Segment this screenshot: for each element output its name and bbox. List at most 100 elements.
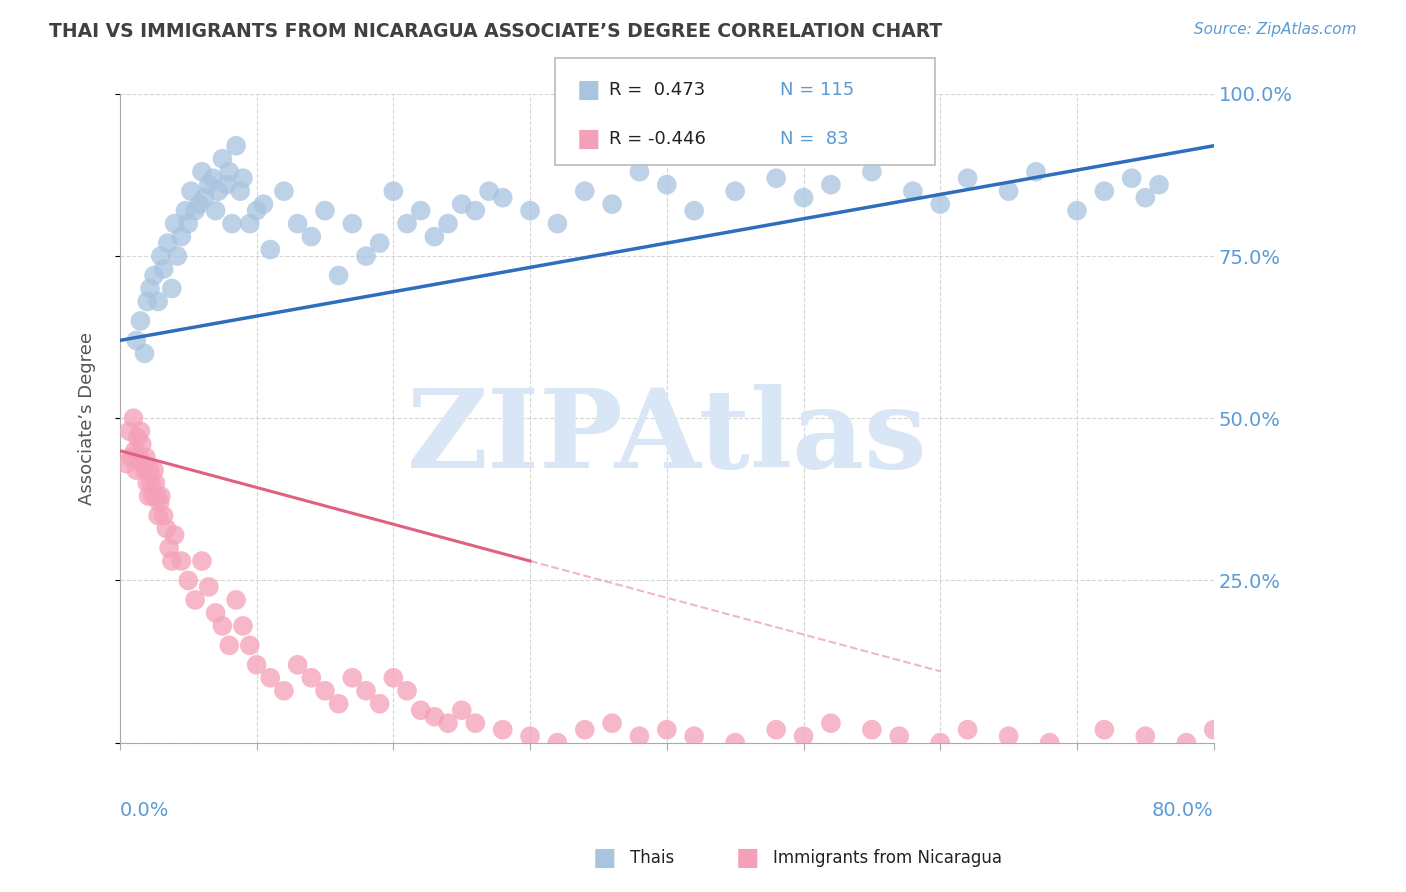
Point (246, 657, 269, 672)
Point (163, 217, 186, 231)
Point (197, 580, 219, 594)
Point (136, 476, 159, 491)
Point (232, 171, 254, 186)
Point (229, 184, 252, 198)
Point (423, 709, 446, 723)
Text: ZIPAtlas: ZIPAtlas (406, 384, 927, 491)
Point (160, 281, 183, 295)
Point (1175, 736, 1198, 750)
Point (194, 191, 217, 205)
Point (574, 723, 596, 737)
Point (166, 249, 188, 263)
Point (793, 191, 815, 205)
Point (149, 249, 172, 263)
Y-axis label: Associate’s Degree: Associate’s Degree (79, 332, 96, 505)
Point (354, 683, 377, 698)
Text: ■: ■ (593, 847, 616, 870)
Text: 80.0%: 80.0% (1152, 801, 1213, 820)
Point (287, 657, 309, 672)
Point (156, 236, 179, 251)
Point (152, 262, 174, 277)
Point (628, 729, 651, 743)
Point (929, 197, 952, 211)
Point (1092, 723, 1115, 737)
Point (273, 184, 295, 198)
Point (135, 450, 157, 465)
Text: ■: ■ (576, 127, 600, 151)
Text: Thais: Thais (630, 849, 673, 867)
Point (299, 671, 322, 685)
Point (259, 671, 281, 685)
Point (215, 178, 238, 192)
Point (600, 197, 623, 211)
Point (134, 463, 156, 477)
Point (180, 184, 202, 198)
Point (118, 424, 141, 438)
Point (184, 203, 207, 218)
Point (141, 476, 163, 491)
Point (239, 638, 262, 652)
Point (124, 443, 146, 458)
Point (450, 197, 472, 211)
Point (519, 203, 541, 218)
Point (765, 723, 787, 737)
Point (997, 729, 1019, 743)
Point (314, 683, 336, 698)
Point (997, 184, 1019, 198)
Point (820, 716, 842, 731)
Point (287, 217, 309, 231)
Point (191, 165, 214, 179)
Point (464, 716, 486, 731)
Point (328, 697, 350, 711)
Point (382, 671, 405, 685)
Point (478, 184, 501, 198)
Point (860, 165, 883, 179)
Point (724, 184, 747, 198)
Point (889, 729, 911, 743)
Point (149, 489, 172, 503)
Point (174, 203, 197, 218)
Point (314, 203, 336, 218)
Point (218, 165, 240, 179)
Point (655, 178, 678, 192)
Point (437, 217, 460, 231)
Text: Source: ZipAtlas.com: Source: ZipAtlas.com (1194, 22, 1357, 37)
Point (197, 178, 219, 192)
Point (546, 217, 568, 231)
Point (450, 703, 472, 717)
Text: N =  83: N = 83 (780, 130, 849, 148)
Point (342, 217, 364, 231)
Point (519, 729, 541, 743)
Point (901, 184, 924, 198)
Point (139, 281, 162, 295)
Point (628, 165, 651, 179)
Point (860, 723, 883, 737)
Point (129, 424, 152, 438)
Point (409, 203, 432, 218)
Point (221, 217, 243, 231)
Point (409, 703, 432, 717)
Point (492, 723, 515, 737)
Point (437, 716, 460, 731)
Point (600, 716, 623, 731)
Point (142, 489, 165, 503)
Point (138, 489, 160, 503)
Point (1147, 178, 1170, 192)
Point (211, 619, 233, 633)
Point (115, 457, 138, 471)
Point (328, 268, 350, 283)
Point (956, 171, 979, 186)
Point (273, 683, 295, 698)
Point (820, 178, 842, 192)
Point (683, 729, 706, 743)
Point (683, 203, 706, 218)
Point (1025, 165, 1047, 179)
Point (201, 171, 224, 186)
Point (177, 217, 200, 231)
Point (492, 191, 515, 205)
Point (146, 294, 169, 309)
Point (1243, 736, 1265, 750)
Point (1066, 203, 1088, 218)
Point (239, 217, 262, 231)
Text: N = 115: N = 115 (780, 81, 855, 99)
